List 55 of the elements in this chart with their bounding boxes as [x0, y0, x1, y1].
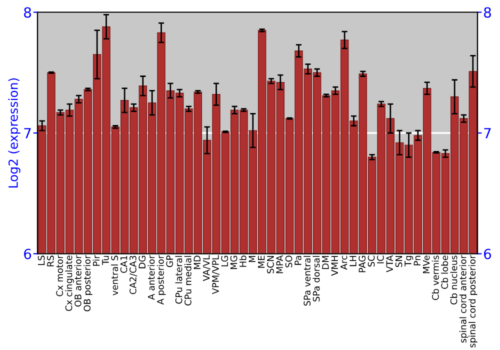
x-tick-label: SO	[285, 256, 292, 268]
y2-tick-label: 6	[484, 248, 492, 260]
x-tick-label: ME	[258, 256, 265, 268]
y-tick-label: 8	[24, 7, 31, 18]
x-tick-label: SPa dorsal	[312, 256, 320, 302]
x-tick-label: Cb vermis	[432, 256, 439, 300]
x-tick-label: SPa ventral	[304, 256, 311, 306]
x-tick-label: DM	[322, 256, 329, 269]
x-tick-label: CA2/CA3	[130, 256, 138, 294]
x-tick-label: spinal cord posterior	[468, 255, 478, 348]
y2-tick-label: 8	[484, 7, 491, 18]
x-tick-label: DG	[138, 256, 146, 268]
x-tick-label: Tg	[404, 256, 414, 266]
x-tick-label: spinal cord anterior	[459, 255, 468, 343]
x-tick-label: Pn	[414, 256, 420, 266]
x-tick-label: Tu	[102, 256, 109, 266]
x-tick-label: GP	[166, 255, 174, 268]
x-tick-label: OB anterior	[74, 255, 82, 307]
x-tick-label: MG	[230, 256, 238, 270]
x-tick-label: A posterior	[156, 255, 166, 305]
x-tick-label: VMH	[331, 256, 338, 276]
x-tick-label: LS	[38, 256, 45, 266]
y-tick-label: 7	[24, 128, 31, 138]
x-tick-label: SCN	[267, 256, 274, 274]
x-tick-label: Pa	[294, 256, 302, 265]
x-tick-label: PAG	[358, 256, 366, 272]
x-tick-label: VTA	[386, 255, 393, 272]
x-tick-label: CPu lateral	[175, 256, 182, 304]
x-tick-label: MD	[194, 256, 200, 269]
y2-tick-label: 7	[484, 128, 491, 138]
x-tick-label: Hb	[239, 256, 246, 267]
x-tick-label: CA1	[120, 256, 128, 273]
x-tick-label: VPM/VPL	[212, 255, 220, 294]
x-tick-label: Cb nucleus	[450, 256, 458, 304]
x-tick-label: RS	[47, 256, 54, 266]
x-tick-label: Cx motor	[56, 255, 64, 296]
y-tick-label: 6	[24, 248, 32, 260]
x-tick-label: LG	[221, 256, 228, 266]
x-tick-label: SN	[395, 256, 402, 268]
x-tick-label: VA/VL	[202, 255, 210, 282]
x-tick-label: A anterior	[148, 255, 155, 300]
x-tick-label: Cb lobe	[441, 256, 448, 289]
x-tick-label: LH	[350, 256, 356, 266]
x-tick-label: ventral S	[111, 256, 118, 296]
x-tick-label: Pir	[92, 255, 100, 266]
x-tick-label: Cx cingulate	[65, 256, 74, 311]
x-tick-label: MVe	[422, 256, 430, 274]
x-tick-label: IC	[377, 256, 384, 264]
y-axis-title: Log2 (expression)	[8, 78, 20, 188]
x-tick-label: SC	[368, 256, 375, 267]
x-tick-label: Arc	[340, 256, 348, 270]
x-tick-label: M	[248, 256, 256, 262]
x-tick-label: MPA	[276, 255, 283, 274]
x-tick-label: OB posterior	[84, 255, 92, 312]
x-tick-label: CPu medial	[184, 256, 192, 306]
